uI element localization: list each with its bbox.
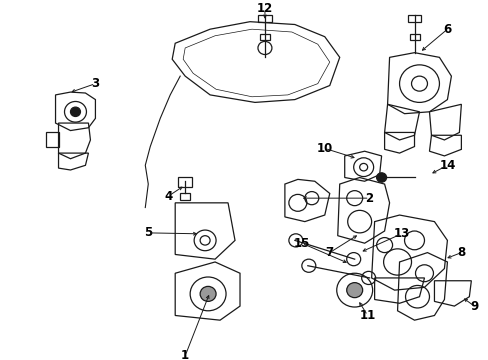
Text: 9: 9 <box>469 300 477 312</box>
Text: 14: 14 <box>438 159 455 172</box>
Circle shape <box>376 173 386 182</box>
Text: 1: 1 <box>181 349 189 360</box>
Text: 3: 3 <box>91 77 99 90</box>
Text: 10: 10 <box>316 142 332 155</box>
Text: 8: 8 <box>456 246 465 259</box>
Text: 11: 11 <box>359 309 375 322</box>
Circle shape <box>200 287 216 301</box>
Text: 6: 6 <box>443 23 450 36</box>
Text: 7: 7 <box>325 246 333 259</box>
Circle shape <box>70 107 81 117</box>
Text: 2: 2 <box>365 192 373 204</box>
Text: 15: 15 <box>293 237 309 250</box>
Text: 12: 12 <box>256 2 272 15</box>
Circle shape <box>346 283 362 298</box>
Text: 13: 13 <box>393 227 409 240</box>
Text: 4: 4 <box>164 190 172 203</box>
Text: 5: 5 <box>144 226 152 239</box>
